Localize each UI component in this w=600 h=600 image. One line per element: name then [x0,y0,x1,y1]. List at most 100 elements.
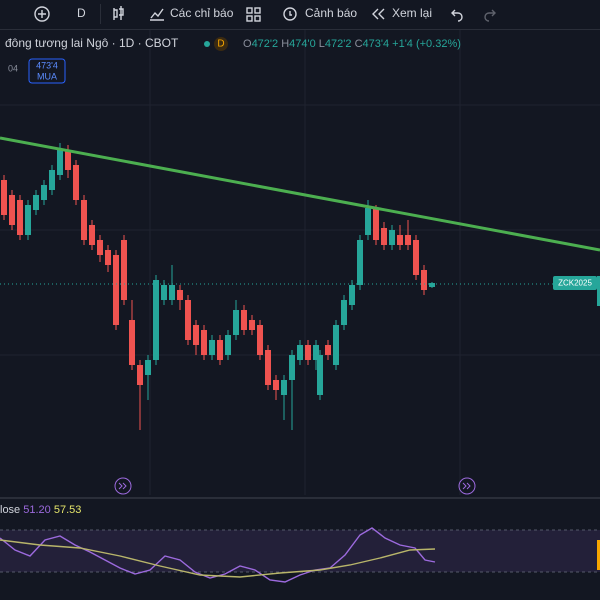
candle-body [313,345,319,360]
candle-body [17,200,23,235]
candle-body [421,270,427,290]
toolbar-border [0,29,600,30]
candle-body [405,235,411,245]
low-label: L [319,38,325,50]
change: +1'4 (+0.32%) [392,38,461,50]
candle-body [357,240,363,285]
rsi-ma-line [0,539,436,578]
replay-button[interactable]: Xem lại [372,6,432,20]
candle-body [73,165,79,200]
price-label: ZCK2025 [558,279,592,288]
indicators-button[interactable]: Các chỉ báo [150,6,234,21]
redo-button[interactable] [484,9,496,22]
candle-body [341,300,347,325]
buy-price: 473'4 [36,60,58,70]
candle-body [121,240,127,300]
undo-button[interactable] [451,9,463,22]
symbol-title: đông tương lai Ngô · 1D · CBOT [5,36,179,50]
alerts-label: Cảnh báo [305,6,357,20]
pane-separator [0,497,600,499]
buy-button[interactable]: 473'4 MUA [28,58,66,84]
candle-body [97,240,103,255]
replay-label: Xem lại [392,6,432,20]
rsi-band [0,530,600,572]
candle-body [145,360,151,375]
candle-body [233,310,239,335]
candle-body [381,228,387,245]
close: 473'4 [363,38,390,50]
candle-body [349,285,355,305]
candle-body [81,200,87,240]
separator [100,4,101,24]
rsi-line [0,527,436,583]
candles [1,143,435,430]
candle-body [257,325,263,355]
candle-body [209,340,215,355]
candle-body [289,355,295,380]
badge-label: D [217,39,224,50]
candle-body [137,365,143,385]
trend-line[interactable] [0,136,600,252]
grid [0,30,600,495]
high-label: H [281,38,289,50]
candle-body [1,180,7,215]
close-label: C [355,38,363,50]
market-status-dot [204,41,210,47]
indicator-ma-value: 57.53 [54,504,82,516]
alerts-button[interactable]: Cảnh báo [283,6,357,21]
jump-button[interactable] [114,477,132,495]
add-symbol-button[interactable] [34,6,50,22]
candle-body [217,340,223,360]
indicators-label: Các chỉ báo [170,6,234,20]
price-scale-edge [597,276,600,306]
candle-body [193,325,199,345]
candle-body [65,150,71,170]
jump-button[interactable] [458,477,476,495]
candle-body [89,225,95,245]
candle-body [241,310,247,330]
badge [214,37,228,51]
scale-edge [597,540,600,570]
candle-body [113,255,119,325]
open: 472'2 [252,38,279,50]
candle-body [185,300,191,340]
candle-body [265,350,271,385]
candle-body [273,380,279,390]
candle-body [373,208,379,240]
candle-body [161,285,167,300]
candle-body [49,170,55,190]
candle-body [397,235,403,245]
candle-body [201,330,207,355]
ohlc: O472'2 H474'0 L472'2 C473'4 +1'4 (+0.32%… [243,38,461,50]
candle-body [9,195,15,225]
candle-body [249,320,255,330]
candle-body [305,345,311,360]
candle-body [429,283,435,287]
candle-body [25,205,31,235]
low: 472'2 [325,38,352,50]
layout-button[interactable] [246,7,261,22]
candle-body [129,320,135,365]
toolbar: D Các chỉ báo Cảnh báo Xem lại [34,4,496,24]
candle-body [325,345,331,355]
candle-body [177,290,183,300]
candle-body [389,230,395,245]
candle-body [365,208,371,235]
candle-body [33,195,39,210]
indicator-legend: lose 51.20 57.53 [0,504,81,516]
indicator-name: lose [0,504,20,516]
candle-body [281,380,287,395]
candle-body [153,280,159,360]
chart-type-button[interactable] [113,6,124,20]
price-label-box [553,276,597,290]
candle-body [105,250,111,265]
open-label: O [243,38,252,50]
candle-body [413,240,419,275]
candle-body [317,355,323,395]
interval-button[interactable]: D [77,6,86,20]
indicator-value: 51.20 [23,504,51,516]
candle-body [57,150,63,175]
buy-label: MUA [37,71,57,81]
